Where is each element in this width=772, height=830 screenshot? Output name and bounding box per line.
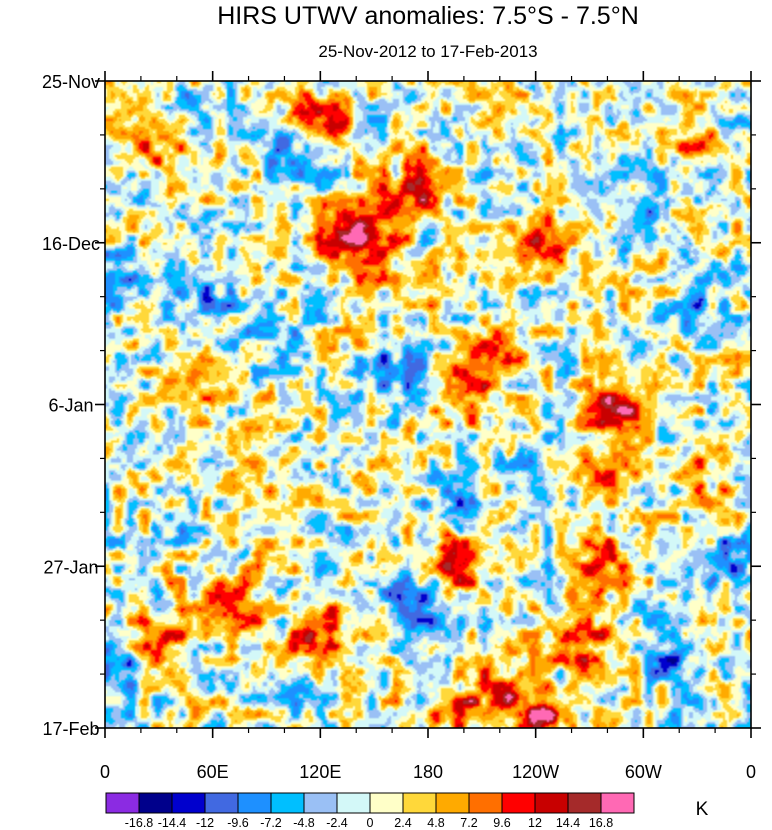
colorbar-swatch <box>105 792 140 814</box>
colorbar-level-label: 4.8 <box>427 816 444 830</box>
colorbar-level-label: -4.8 <box>293 816 315 830</box>
x-axis: 0 60E 120E 180 120W 60W 0 <box>100 71 756 782</box>
colorbar-unit: K <box>696 799 709 820</box>
colorbar-swatch <box>402 792 437 814</box>
colorbar-level-label: 9.6 <box>493 816 510 830</box>
y-axis: 25-Nov 16-Dec 6-Jan 27-Jan 17-Feb <box>42 72 761 739</box>
colorbar-swatch <box>369 792 404 814</box>
colorbar-swatch <box>204 792 239 814</box>
chart-subtitle: 25-Nov-2012 to 17-Feb-2013 <box>318 42 537 61</box>
colorbar-level-label: 12 <box>528 816 542 830</box>
colorbar-swatch <box>567 792 602 814</box>
x-tick-label: 60W <box>625 762 662 782</box>
colorbar-swatch <box>138 792 173 814</box>
chart-title: HIRS UTWV anomalies: 7.5°S - 7.5°N <box>217 2 639 30</box>
colorbar-level-label: 7.2 <box>460 816 477 830</box>
colorbar-level-label: 2.4 <box>394 816 411 830</box>
colorbar-swatch <box>270 792 305 814</box>
colorbar-level-label: 16.8 <box>589 816 613 830</box>
colorbar-level-label: -2.4 <box>326 816 348 830</box>
colorbar-swatch <box>435 792 470 814</box>
heatmap-field <box>105 81 751 728</box>
colorbar-level-label: -7.2 <box>260 816 282 830</box>
colorbar-level-label: -9.6 <box>227 816 249 830</box>
y-tick-label: 27-Jan <box>43 557 98 577</box>
colorbar-level-label: -12 <box>196 816 214 830</box>
colorbar-swatch <box>336 792 371 814</box>
y-tick-label: 6-Jan <box>48 396 93 416</box>
colorbar-swatch <box>468 792 503 814</box>
x-tick-label: 0 <box>746 762 756 782</box>
colorbar-swatch <box>303 792 338 814</box>
y-tick-label: 16-Dec <box>42 234 100 254</box>
colorbar-level-label: -16.8 <box>125 816 154 830</box>
x-tick-label: 60E <box>197 762 229 782</box>
colorbar-swatch <box>534 792 569 814</box>
colorbar-level-label: 14.4 <box>556 816 580 830</box>
colorbar-swatch <box>501 792 536 814</box>
x-tick-label: 120E <box>299 762 341 782</box>
colorbar-swatch <box>237 792 272 814</box>
x-tick-label: 0 <box>100 762 110 782</box>
x-tick-label: 120W <box>512 762 559 782</box>
y-tick-label: 25-Nov <box>42 72 100 92</box>
colorbar-swatch <box>600 792 635 814</box>
colorbar-swatch <box>171 792 206 814</box>
colorbar-level-label: -14.4 <box>158 816 187 830</box>
x-tick-label: 180 <box>413 762 443 782</box>
plot-area <box>105 81 751 728</box>
colorbar-level-label: 0 <box>367 816 374 830</box>
y-tick-label: 17-Feb <box>42 719 99 739</box>
colorbar: -16.8 -14.4 -12 -9.6 -7.2 -4.8 -2.4 0 2.4 4.8 7.2 9… <box>105 792 635 830</box>
